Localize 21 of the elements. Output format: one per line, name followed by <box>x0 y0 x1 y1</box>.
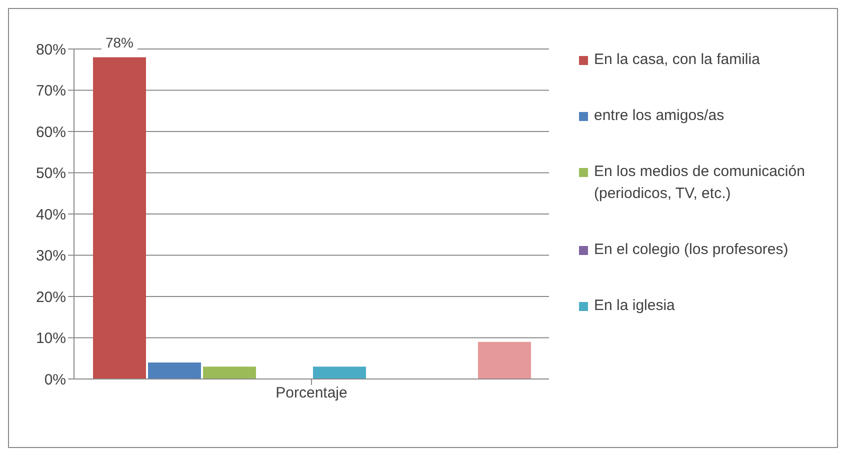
data-label: 78% <box>105 34 134 50</box>
legend-label: entre los amigos/as <box>594 106 724 126</box>
y-tick-label: 70% <box>36 82 66 100</box>
legend-label: En la casa, con la familia <box>594 50 760 70</box>
bar <box>148 362 201 379</box>
legend-label: En los medios de comunicación (periodicos, TV, etc.) <box>594 162 806 204</box>
bar <box>93 57 146 379</box>
bar <box>313 366 366 379</box>
y-tick-label: 20% <box>36 288 66 306</box>
y-tick-label: 40% <box>36 206 66 224</box>
legend-label: En la iglesia <box>594 296 675 316</box>
y-tick-label: 60% <box>36 124 66 141</box>
y-tick-label: 50% <box>36 165 66 182</box>
y-tick-label: 0% <box>44 371 66 388</box>
y-tick-label: 80% <box>36 41 66 58</box>
legend-label: En el colegio (los profesores) <box>594 240 788 260</box>
y-tick-label: 30% <box>36 248 66 265</box>
y-tick-label: 10% <box>36 330 66 348</box>
bar <box>203 366 256 379</box>
bar <box>478 342 531 379</box>
x-tick-label: Porcentaje <box>276 384 348 402</box>
